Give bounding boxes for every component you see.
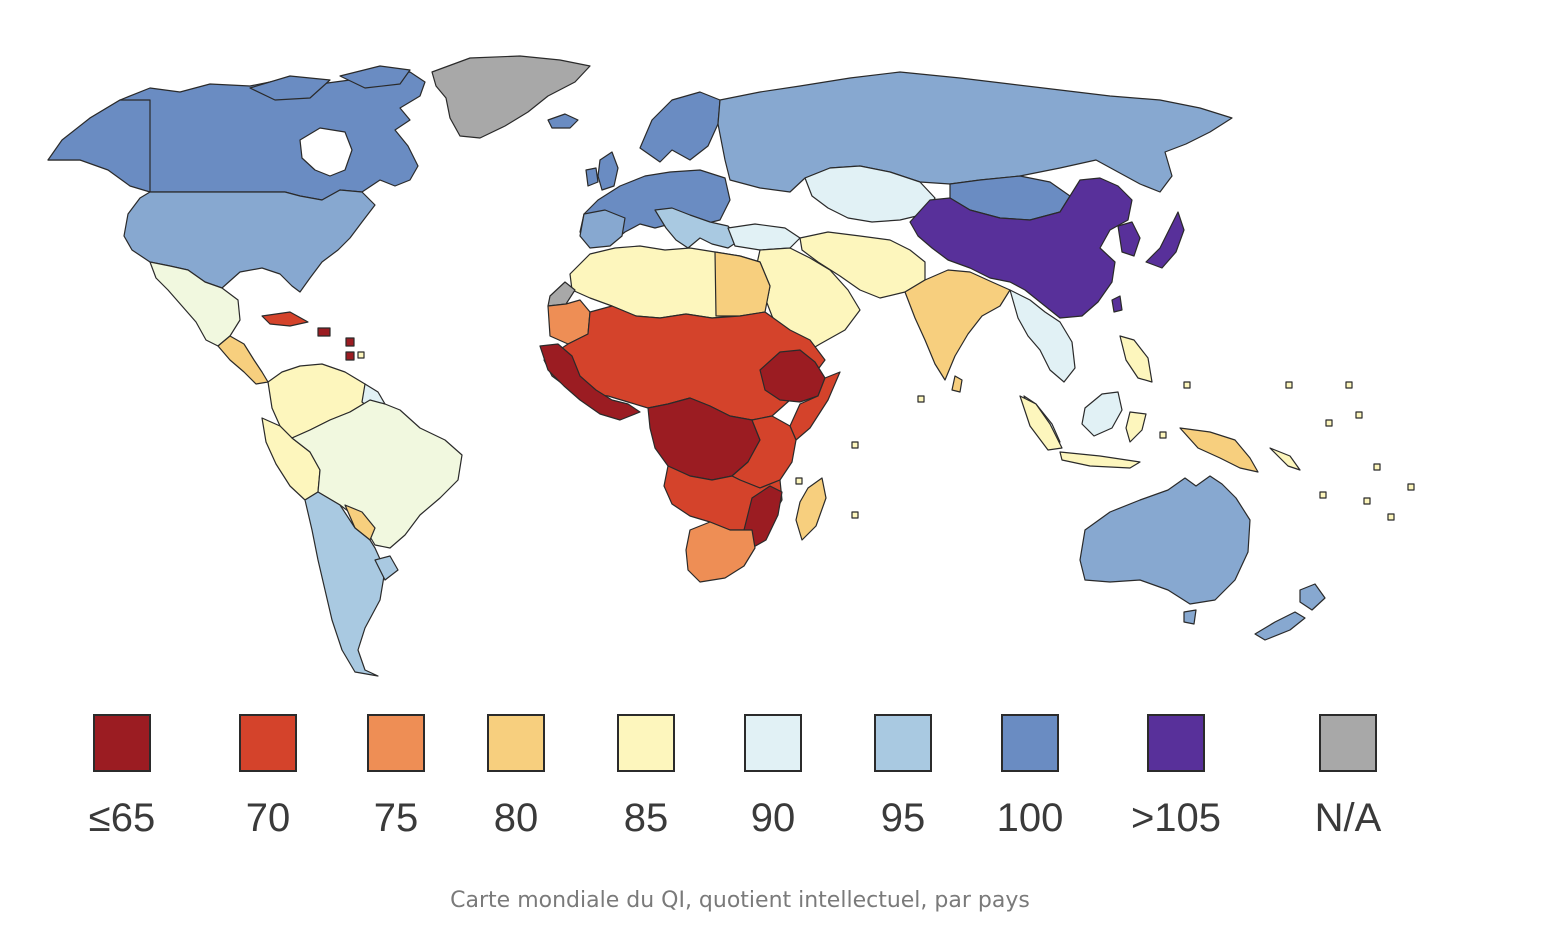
legend-item: 70 [208,714,328,838]
legend-item: 90 [713,714,833,838]
legend-label: 100 [996,796,1064,840]
region-haiti [317,327,331,337]
island-7 [1373,463,1381,471]
region-west-africa-coast [539,343,641,421]
region-india [904,269,1011,381]
legend-swatch [744,714,802,772]
region-taiwan [1111,295,1123,313]
region-sri-lanka [951,375,963,393]
region-madagascar [795,477,827,541]
legend-item: ≤65 [62,714,182,838]
region-uruguay [374,555,399,581]
region-lesser-antilles-2 [345,351,355,361]
region-turkey [727,223,801,251]
legend-label: 95 [880,796,926,840]
island-8 [1407,483,1415,491]
region-papua [1179,427,1259,473]
legend-label: ≤65 [88,796,156,840]
legend-swatch [617,714,675,772]
region-new-zealand-north [1299,583,1326,611]
island-3 [1345,381,1353,389]
world-map [47,55,1415,677]
island-14 [917,395,925,403]
region-scandinavia [639,91,721,163]
region-greenland [431,55,591,139]
legend-item: 75 [336,714,456,838]
island-1 [1183,381,1191,389]
region-egypt [714,251,771,317]
region-usa [123,189,376,293]
region-argentina-chile [304,491,386,677]
region-korea [1117,221,1141,257]
legend-label: 85 [623,796,669,840]
legend-item: 95 [843,714,963,838]
region-central-america [217,335,269,385]
legend: ≤65 70 75 80 85 90 95 100 >105 N/A [0,700,1542,860]
legend-label: >105 [1130,796,1222,840]
region-iceland [547,113,579,129]
region-japan [1145,211,1185,269]
region-ireland [585,167,599,187]
world-map-svg [47,55,1415,677]
region-western-sahara [547,281,576,307]
legend-swatch [239,714,297,772]
region-borneo [1081,391,1123,437]
island-6 [1159,431,1167,439]
region-indonesia-west [1019,395,1063,451]
region-cuba [261,311,309,327]
region-uk [597,151,619,191]
island-13 [851,441,859,449]
legend-item: 85 [586,714,706,838]
legend-item: N/A [1288,714,1408,838]
region-lesser-antilles-1 [345,337,355,347]
island-15 [795,477,803,485]
legend-swatch [487,714,545,772]
map-caption: Carte mondiale du QI, quotient intellect… [450,888,1030,913]
region-iberia [579,209,626,249]
region-arctic-islands-1 [249,75,331,101]
region-arctic-islands-2 [339,65,411,89]
region-se-asia [1009,289,1076,383]
legend-swatch [1319,714,1377,772]
legend-label: 80 [493,796,539,840]
region-south-africa [685,521,756,583]
region-solomon-islands [1269,447,1301,471]
region-italy-balkans [654,207,741,249]
region-tasmania [1183,609,1197,625]
region-sulawesi [1125,411,1147,443]
island-11 [1319,491,1327,499]
legend-label: 75 [373,796,419,840]
island-5 [1355,411,1363,419]
region-new-zealand-south [1254,611,1306,641]
region-russia [717,71,1233,193]
island-9 [1363,497,1371,505]
legend-label: 90 [750,796,796,840]
legend-swatch [1147,714,1205,772]
region-china [909,177,1133,319]
region-java [1059,451,1141,469]
legend-label: N/A [1314,796,1382,840]
legend-swatch [367,714,425,772]
region-lesser-antilles-3 [357,351,365,359]
legend-swatch [874,714,932,772]
legend-swatch [93,714,151,772]
legend-item: 80 [456,714,576,838]
region-paraguay [344,504,376,541]
legend-item: 100 [970,714,1090,838]
region-philippines [1119,335,1153,383]
hudson-bay [299,127,353,177]
island-10 [1387,513,1395,521]
legend-swatch [1001,714,1059,772]
region-alaska [47,99,151,193]
legend-item: >105 [1116,714,1236,838]
island-4 [1325,419,1333,427]
island-12 [851,511,859,519]
region-australia [1079,475,1251,605]
island-2 [1285,381,1293,389]
legend-label: 70 [245,796,291,840]
